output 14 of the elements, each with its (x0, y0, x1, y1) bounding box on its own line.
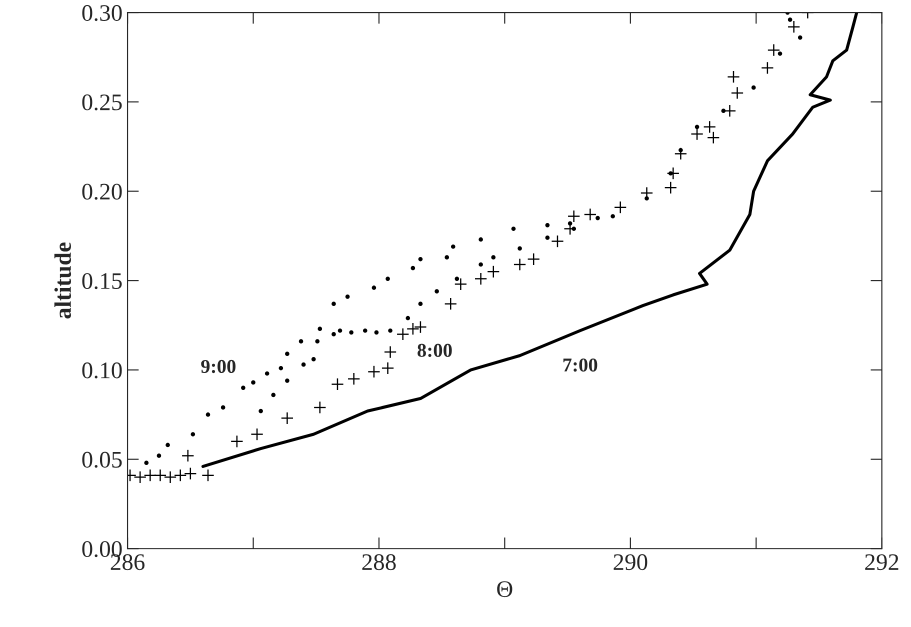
y-tick-label: 0.05 (82, 452, 122, 468)
y-tick-label: 0.10 (82, 362, 122, 378)
x-tick-label: 292 (865, 554, 898, 570)
x-tick-label: 290 (614, 554, 648, 570)
y-tick-label: 0.20 (82, 184, 122, 200)
x-tick-label: 288 (362, 554, 396, 570)
y-tick-label: 0.25 (82, 94, 122, 110)
y-tick-label: 0.30 (82, 5, 122, 22)
series-label: 8:00 (418, 344, 452, 358)
y-tick-label: 0.15 (82, 273, 122, 290)
series-label: 7:00 (563, 358, 598, 372)
x-axis-title: Θ (497, 581, 512, 598)
series-label: 9:00 (201, 360, 236, 374)
y-axis-title: altitude (54, 242, 72, 319)
